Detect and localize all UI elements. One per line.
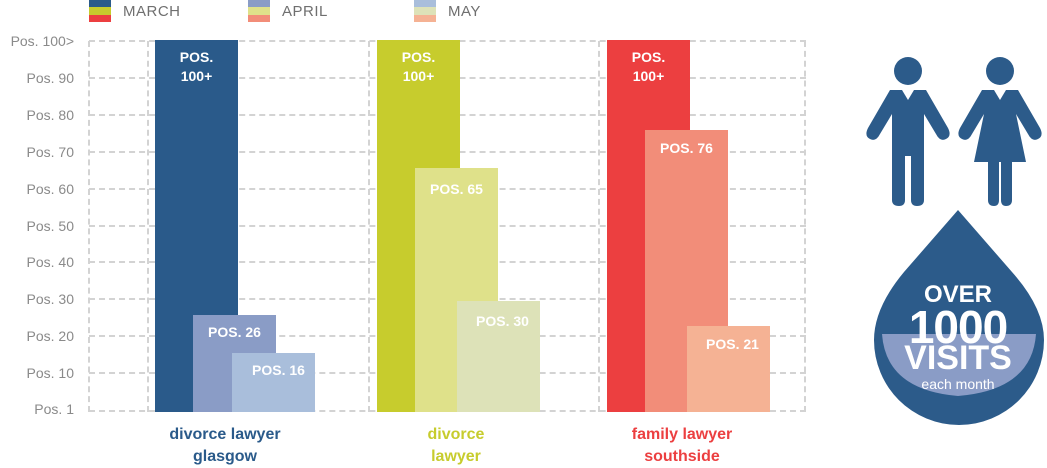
legend-item-april: APRIL <box>248 0 328 22</box>
y-tick-label: Pos. 80 <box>26 107 74 123</box>
y-tick-label: Pos. 30 <box>26 291 74 307</box>
y-tick-label: Pos. 70 <box>26 144 74 160</box>
category-label: family lawyer southside <box>631 426 733 465</box>
legend-label: MAY <box>448 2 481 20</box>
y-tick-label: Pos. 60 <box>26 181 74 197</box>
bar-value-label: POS. 16 <box>252 362 305 378</box>
legend-swatch-may <box>414 0 436 22</box>
y-tick-label: Pos. 1 <box>34 401 74 417</box>
gridline-vertical <box>147 41 149 412</box>
bar-value-label: POS. 21 <box>706 336 759 352</box>
category-label: divorce lawyer glasgow <box>169 426 281 465</box>
bar-may: POS. 16 <box>232 353 315 412</box>
bar-value-label: POS. 65 <box>430 181 483 197</box>
y-tick-label: Pos. 50 <box>26 218 74 234</box>
bar-may: POS. 30 <box>457 301 540 412</box>
gridline-vertical <box>88 41 90 412</box>
legend-label: APRIL <box>282 2 328 20</box>
y-tick-label: Pos. 10 <box>26 365 74 381</box>
gridline-vertical <box>598 41 600 412</box>
y-tick-label: Pos. 100> <box>10 33 74 49</box>
bar-value-label: POS. 100+ <box>179 49 214 84</box>
badge-line-period: each month <box>921 376 995 392</box>
badge-line-visits: VISITS <box>904 339 1012 377</box>
bar-value-label: POS. 100+ <box>401 49 436 84</box>
legend-swatch-april <box>248 0 270 22</box>
y-tick-label: Pos. 20 <box>26 328 74 344</box>
legend-swatch-march <box>89 0 111 22</box>
bar-value-label: POS. 26 <box>208 324 261 340</box>
gridline-vertical <box>368 41 370 412</box>
bar-value-label: POS. 76 <box>660 140 713 156</box>
legend-item-march: MARCH <box>89 0 181 22</box>
gridline-vertical <box>804 41 806 412</box>
man-woman-icon <box>866 57 1044 425</box>
category-label: divorce lawyer <box>427 426 485 465</box>
badge-line-count: 1000 <box>908 301 1008 353</box>
y-tick-label: Pos. 40 <box>26 254 74 270</box>
legend-item-may: MAY <box>414 0 481 22</box>
bar-value-label: POS. 30 <box>476 313 529 329</box>
legend-label: MARCH <box>123 2 181 20</box>
badge-line-over: OVER <box>923 281 992 308</box>
y-tick-label: Pos. 90 <box>26 70 74 86</box>
visits-badge: OVER 1000 VISITS each month <box>862 50 1047 460</box>
bar-may: POS. 21 <box>687 326 770 412</box>
bar-value-label: POS. 100+ <box>631 49 666 84</box>
